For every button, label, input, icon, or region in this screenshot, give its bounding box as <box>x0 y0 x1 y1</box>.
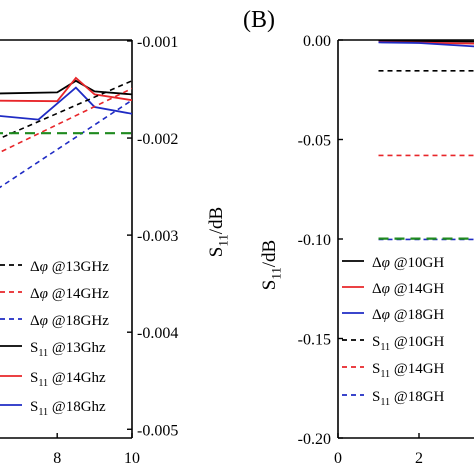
panel-b-legend-label: Δφ @10GH <box>372 255 444 271</box>
panel-a-series-line <box>0 79 132 96</box>
panel-a-right-tick-label: -0.003 <box>137 228 178 245</box>
panel-a-right-axis-label: S11/dB <box>206 207 230 257</box>
panel-b-series-line <box>378 40 474 43</box>
panel-a-legend-label: S11 @18Ghz <box>30 399 106 418</box>
panel-a-legend-label: Δφ @13GHz <box>30 259 109 275</box>
panel-b-letter: (B) <box>243 7 275 33</box>
panel-b-y-tick-label: -0.10 <box>298 232 331 249</box>
panel-b-legend-label: S11 @18GH <box>372 389 445 408</box>
panel-b-legend-label: Δφ @18GH <box>372 307 444 323</box>
panel-b-x-tick-label: 2 <box>415 450 423 467</box>
panel-b-y-tick-label: -0.20 <box>298 431 331 448</box>
panel-a-legend-label: S11 @13Ghz <box>30 340 106 359</box>
panel-a-right-tick-label: -0.005 <box>137 422 178 439</box>
panel-b-y-tick-label: 0.00 <box>303 33 331 50</box>
panel-a-legend-label: Δφ @18GHz <box>30 313 109 329</box>
panel-b-plot-area <box>378 40 474 241</box>
panel-b-legend-label: S11 @10GH <box>372 334 445 353</box>
panel-b-y-tick-label: -0.05 <box>298 133 331 150</box>
panel-a-series-line <box>0 76 132 103</box>
panel-a-right-tick-label: -0.004 <box>137 325 178 342</box>
panel-a-legend-label: S11 @14Ghz <box>30 370 106 389</box>
panel-b-series-line <box>378 41 474 48</box>
panel-a-x-tick-label: 10 <box>124 450 140 467</box>
panel-b-legend-label: S11 @14GH <box>372 361 445 380</box>
panel-a-right-tick-label: -0.001 <box>137 34 178 51</box>
panel-b-x-tick-label: 0 <box>334 450 342 467</box>
panel-a-series-line <box>0 80 132 140</box>
panel-a-right-tick-label: -0.002 <box>137 131 178 148</box>
panel-a-series-line <box>0 87 132 154</box>
panel-a-x-tick-label: 8 <box>53 450 61 467</box>
panel-a-series-line <box>0 99 132 189</box>
panel-a-plot-area <box>0 76 132 189</box>
panel-a-series-line <box>0 86 132 121</box>
panel-a-legend-label: Δφ @14GHz <box>30 286 109 302</box>
panel-b-legend-label: Δφ @14GH <box>372 281 444 297</box>
panel-b-y-axis-label: S11/dB <box>259 240 283 290</box>
panel-b-y-tick-label: -0.15 <box>298 332 331 349</box>
